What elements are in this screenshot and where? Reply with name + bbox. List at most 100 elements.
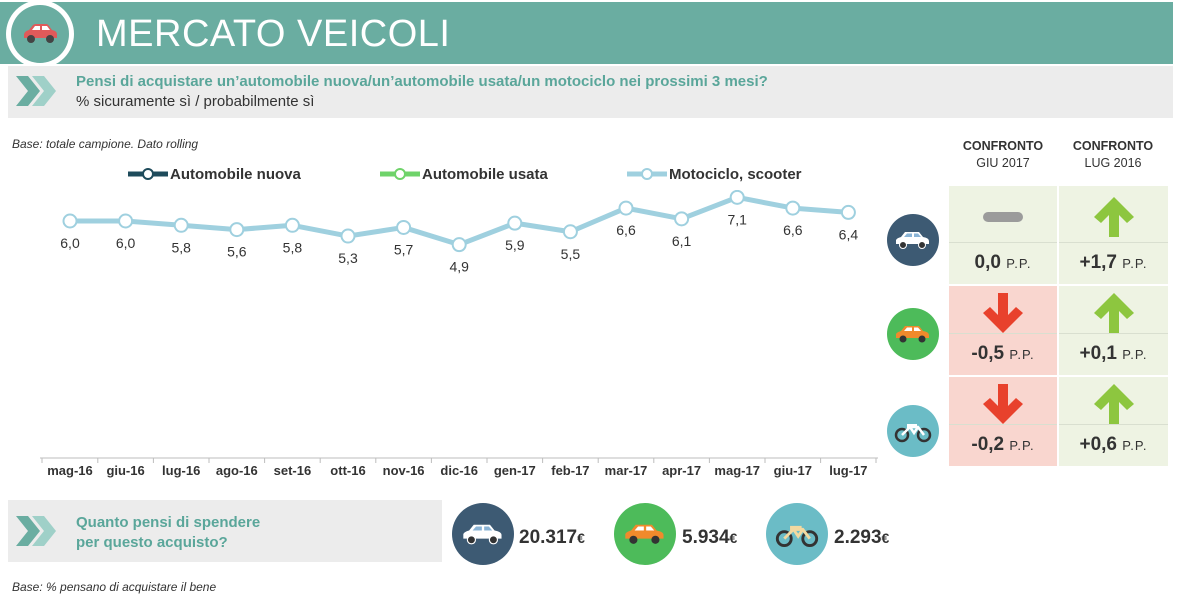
spend-moto: 2.293€ [834, 527, 889, 549]
comparison-value: +0,6 P.P. [1079, 434, 1148, 455]
motorcycle-icon [766, 503, 828, 565]
x-tick-label: set-16 [274, 463, 312, 478]
spend-band [8, 500, 442, 562]
data-point-moto [284, 217, 300, 233]
legend-label-usata: Automobile usata [422, 165, 548, 183]
data-label-moto: 5,8 [283, 239, 303, 255]
spend-car-used: 5.934€ [682, 527, 737, 549]
data-point-moto [785, 200, 801, 216]
spend-currency: € [881, 530, 890, 546]
comparison-value: 0,0 P.P. [974, 252, 1032, 273]
comparison-col1-title: CONFRONTO [962, 139, 1044, 153]
spend-car-new: 20.317€ [519, 527, 585, 549]
car-icon [24, 24, 57, 43]
data-point-moto [507, 215, 523, 231]
comparison-cell-giu-car-used: -0,5 P.P. [948, 285, 1058, 376]
cell-divider [1059, 333, 1168, 334]
comparison-header-giu: CONFRONTO GIU 2017 [948, 138, 1058, 172]
arrow-down-icon [949, 290, 1057, 336]
data-point-moto [118, 213, 134, 229]
arrow-down-icon [949, 381, 1057, 427]
motorcycle-icon [887, 405, 939, 457]
legend-item-nuova: Automobile nuova [128, 165, 301, 183]
data-point-moto [729, 190, 745, 205]
x-tick-label: apr-17 [662, 463, 701, 478]
arrow-up-icon [1059, 381, 1168, 427]
comparison-col2-title: CONFRONTO [1072, 139, 1154, 153]
data-label-moto: 5,9 [505, 237, 525, 253]
x-tick-label: feb-17 [551, 463, 589, 478]
base-note-bottom: Base: % pensano di acquistare il bene [12, 580, 217, 594]
spend-currency: € [577, 530, 585, 546]
spend-car-used-value: 5.934 [682, 527, 730, 548]
spend-moto-value: 2.293 [834, 527, 882, 548]
data-point-moto [340, 228, 356, 244]
x-tick-label: lug-17 [829, 463, 867, 478]
spend-question-line2: per questo acquisto? [76, 534, 228, 551]
car-used-icon [887, 308, 939, 360]
comparison-cell-giu-moto: -0,2 P.P. [948, 376, 1058, 467]
data-point-moto [62, 213, 78, 229]
data-point-moto [674, 211, 690, 227]
data-point-moto [229, 222, 245, 238]
x-tick-label: lug-16 [162, 463, 200, 478]
data-label-moto: 5,3 [338, 250, 358, 266]
data-label-moto: 4,9 [449, 259, 469, 275]
legend-item-moto: Motociclo, scooter [627, 165, 802, 183]
x-tick-label: gen-17 [494, 463, 536, 478]
car-new-icon [452, 503, 514, 565]
x-tick-label: giu-16 [106, 463, 144, 478]
legend-label-moto: Motociclo, scooter [669, 165, 802, 183]
x-tick-label: mag-16 [47, 463, 93, 478]
data-label-moto: 7,1 [727, 211, 747, 227]
arrow-up-icon [1059, 194, 1168, 240]
page-title: MERCATO VEICOLI [96, 13, 451, 55]
data-label-moto: 6,6 [616, 222, 636, 238]
question-main: Pensi di acquistare un’automobile nuova/… [76, 73, 768, 90]
equal-icon [949, 194, 1057, 240]
comparison-col2-sub: LUG 2016 [1084, 156, 1142, 170]
car-used-icon [614, 503, 676, 565]
data-label-moto: 6,6 [783, 222, 803, 238]
data-point-moto [840, 204, 856, 220]
data-point-moto [451, 237, 467, 253]
comparison-cell-giu-car-new: 0,0 P.P. [948, 185, 1058, 285]
data-point-moto [562, 224, 578, 240]
data-label-moto: 6,0 [116, 235, 136, 251]
data-label-moto: 5,8 [171, 239, 191, 255]
cell-divider [1059, 242, 1168, 243]
spend-question-line1: Quanto pensi di spendere [76, 514, 261, 531]
comparison-col1-sub: GIU 2017 [976, 156, 1030, 170]
comparison-value: +1,7 P.P. [1079, 252, 1148, 273]
spend-question: Quanto pensi di spendere per questo acqu… [76, 513, 260, 553]
question-band [8, 66, 1173, 118]
question-sub: % sicuramente sì / probabilmente sì [76, 93, 315, 110]
comparison-header-lug: CONFRONTO LUG 2016 [1058, 138, 1168, 172]
line-chart: mag-16 giu-16 lug-16 ago-16 set-16 ott-16 nov-… [40, 190, 878, 478]
data-label-moto: 6,1 [672, 233, 692, 249]
legend-item-usata: Automobile usata [380, 165, 548, 183]
x-tick-label: dic-16 [440, 463, 478, 478]
chevron-right-icon [16, 76, 56, 106]
x-tick-label: nov-16 [383, 463, 425, 478]
data-label-moto: 6,4 [839, 226, 859, 242]
comparison-cell-lug-car-used: +0,1 P.P. [1058, 285, 1169, 376]
x-tick-label: ago-16 [216, 463, 258, 478]
x-tick-label: mag-17 [714, 463, 760, 478]
chevron-right-icon [16, 516, 56, 546]
arrow-up-icon [1059, 290, 1168, 336]
data-point-moto [173, 217, 189, 233]
x-tick-label: ott-16 [330, 463, 365, 478]
comparison-value: +0,1 P.P. [1079, 343, 1148, 364]
cell-divider [1059, 424, 1168, 425]
comparison-value: -0,2 P.P. [971, 434, 1035, 455]
legend-marker-usata [380, 168, 420, 180]
comparison-cell-lug-moto: +0,6 P.P. [1058, 376, 1169, 467]
cell-divider [949, 424, 1057, 425]
data-point-moto [396, 219, 412, 235]
x-tick-label: giu-17 [774, 463, 812, 478]
car-new-icon [887, 214, 939, 266]
cell-divider [949, 242, 1057, 243]
data-label-moto: 6,0 [60, 235, 80, 251]
data-point-moto [618, 200, 634, 216]
